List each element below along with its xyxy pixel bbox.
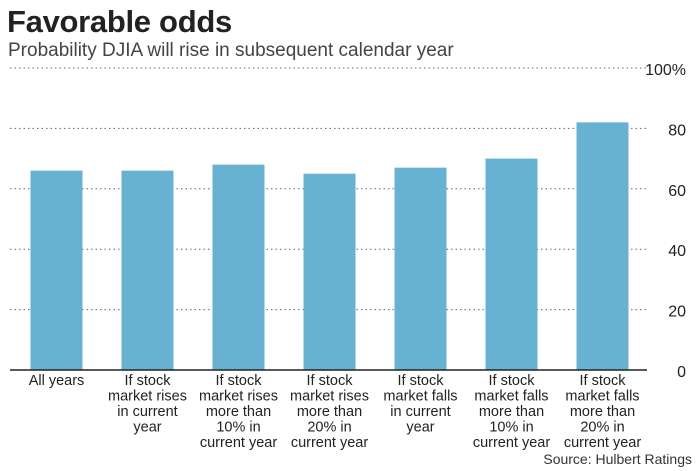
x-tick-label: If stock market rises more than 20% in curre… [290, 373, 369, 451]
bar [576, 122, 629, 370]
source-note: Source: Hulbert Ratings [543, 451, 692, 467]
y-tick-label: 100% [645, 62, 686, 79]
y-tick-label: 0 [677, 364, 686, 381]
y-tick-label: 20 [668, 304, 686, 321]
chart-title: Favorable odds [7, 4, 232, 39]
x-tick-label: If stock market falls in current year [383, 373, 457, 436]
bar [394, 167, 447, 370]
chart-subtitle: Probability DJIA will rise in subsequent… [8, 40, 454, 61]
bar [485, 158, 538, 370]
x-tick-label: If stock market falls more than 10% in curre… [473, 373, 551, 451]
y-tick-label: 60 [668, 183, 686, 200]
bar [30, 170, 83, 370]
x-tick-label: If stock market falls more than 20% in curre… [564, 373, 642, 451]
bar [212, 164, 265, 370]
x-tick-label: If stock market rises more than 10% in curre… [199, 373, 278, 451]
x-tick-label: If stock market rises in current year [108, 373, 187, 436]
bar [121, 170, 174, 370]
x-tick-label: All years [29, 373, 85, 389]
y-tick-label: 80 [668, 122, 686, 139]
y-tick-label: 40 [668, 243, 686, 260]
bar [303, 173, 356, 370]
